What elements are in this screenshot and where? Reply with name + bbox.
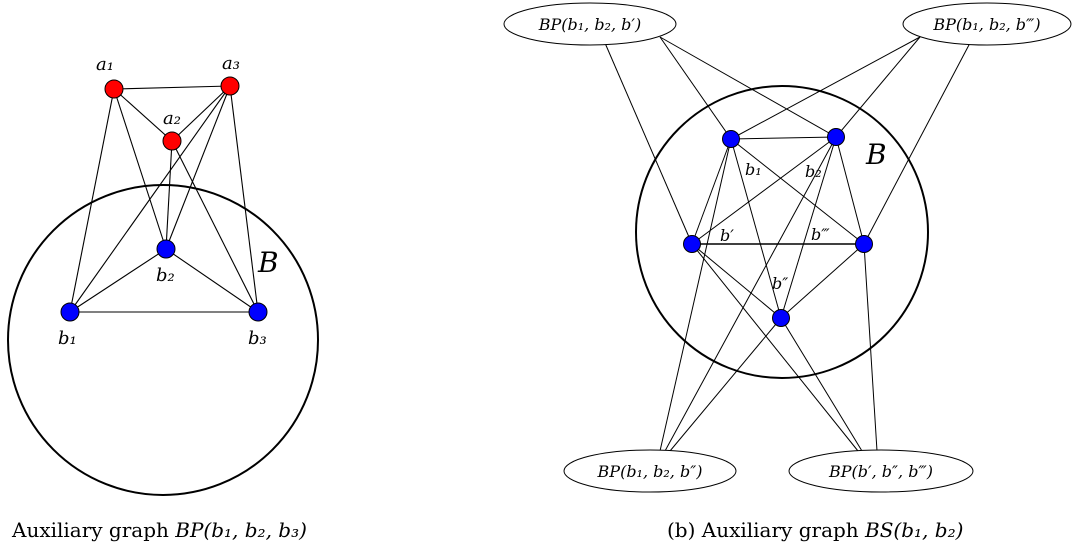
edge-a1-a2 — [113, 88, 173, 142]
node-bppp — [855, 235, 873, 253]
edge-a1-b2 — [113, 88, 167, 250]
edge-bl-b1 — [659, 138, 732, 452]
edge-tr-bppp — [863, 42, 971, 245]
right-caption: (b) Auxiliary graph BS(b₁, b₂) — [667, 518, 963, 542]
node-bpp — [772, 309, 790, 327]
ellipse-label-top-right: BP(b₁, b₂, b‴) — [932, 15, 1040, 34]
ellipse-label-bottom-left: BP(b₁, b₂, b″) — [597, 462, 703, 481]
left-edges — [69, 85, 259, 313]
right-region-b — [635, 85, 929, 379]
left-region-b — [7, 184, 319, 496]
edge-bpp-bppp — [780, 243, 865, 319]
right-internal-edges — [691, 136, 865, 319]
right-panel: b₁ b₂ b′ b‴ b″ B BP(b₁, b₂, b′) BP(b₁, b… — [503, 2, 1072, 542]
ellipses — [503, 2, 1072, 493]
label-bppp: b‴ — [811, 225, 830, 244]
ellipse-bottom-left — [563, 449, 737, 493]
right-region-label: B — [865, 138, 887, 171]
label-bp: b′ — [720, 226, 734, 245]
ellipse-label-top-left: BP(b₁, b₂, b′) — [538, 15, 642, 34]
node-bp — [683, 235, 701, 253]
ellipse-top-right — [902, 2, 1072, 46]
ellipse-top-left — [503, 2, 677, 46]
edge-br-bp — [691, 243, 859, 452]
edge-b2-bppp — [835, 136, 865, 245]
edge-a1-b1 — [69, 88, 115, 313]
edge-br-bpp — [780, 317, 863, 452]
left-nodes — [60, 76, 268, 322]
node-b1 — [722, 130, 740, 148]
edge-a2-a3 — [171, 85, 231, 142]
node-b2 — [156, 239, 176, 259]
edge-tl-b2 — [659, 36, 837, 138]
left-region-label: B — [257, 246, 279, 279]
label-a2: a₂ — [163, 108, 181, 129]
label-b1: b₁ — [745, 160, 762, 179]
label-a1: a₁ — [96, 54, 114, 75]
label-b2: b₂ — [156, 265, 175, 286]
label-a3: a₃ — [222, 53, 240, 74]
edge-a3-b2 — [165, 85, 231, 250]
right-nodes — [683, 128, 873, 327]
left-panel: a₁ a₂ a₃ b₁ b₂ b₃ B Auxiliary graph BP(b… — [7, 53, 319, 542]
label-b1: b₁ — [58, 328, 77, 349]
ellipse-edges — [604, 36, 971, 452]
edge-b1-b2 — [730, 136, 837, 140]
edge-a1-a3 — [113, 85, 231, 90]
label-bpp: b″ — [772, 274, 788, 293]
edge-tl-b1 — [659, 36, 732, 140]
edge-a3-b1 — [69, 85, 231, 313]
ellipse-bottom-right — [788, 449, 974, 493]
edge-a3-b3 — [229, 85, 259, 313]
left-caption: Auxiliary graph BP(b₁, b₂, b₃) — [11, 518, 307, 542]
edge-bp-bpp — [691, 243, 782, 319]
node-a2 — [162, 131, 182, 151]
edge-a2-b3 — [171, 140, 259, 313]
label-b3: b₃ — [248, 328, 267, 349]
edge-b1-bpp — [730, 138, 782, 319]
edge-b1-b2 — [69, 248, 167, 313]
edge-a2-b2 — [165, 140, 173, 250]
label-b2: b₂ — [805, 162, 822, 181]
edge-b1-bppp — [730, 138, 865, 245]
edge-bl-bpp — [669, 317, 782, 452]
edge-br-bppp — [863, 243, 878, 452]
edge-tr-b2 — [835, 36, 921, 138]
node-b2 — [827, 128, 845, 146]
edge-b2-bp — [691, 136, 837, 245]
edge-b2-b3 — [165, 248, 259, 313]
edge-tl-bp — [604, 42, 693, 245]
node-b3 — [248, 302, 268, 322]
edge-bl-b2 — [664, 136, 837, 452]
node-b1 — [60, 302, 80, 322]
node-a3 — [220, 76, 240, 96]
node-a1 — [104, 79, 124, 99]
edge-tr-b1 — [730, 36, 921, 140]
edge-b1-bp — [691, 138, 732, 245]
edge-b2-bpp — [780, 136, 837, 319]
ellipse-label-bottom-right: BP(b′, b″, b‴) — [828, 462, 933, 481]
